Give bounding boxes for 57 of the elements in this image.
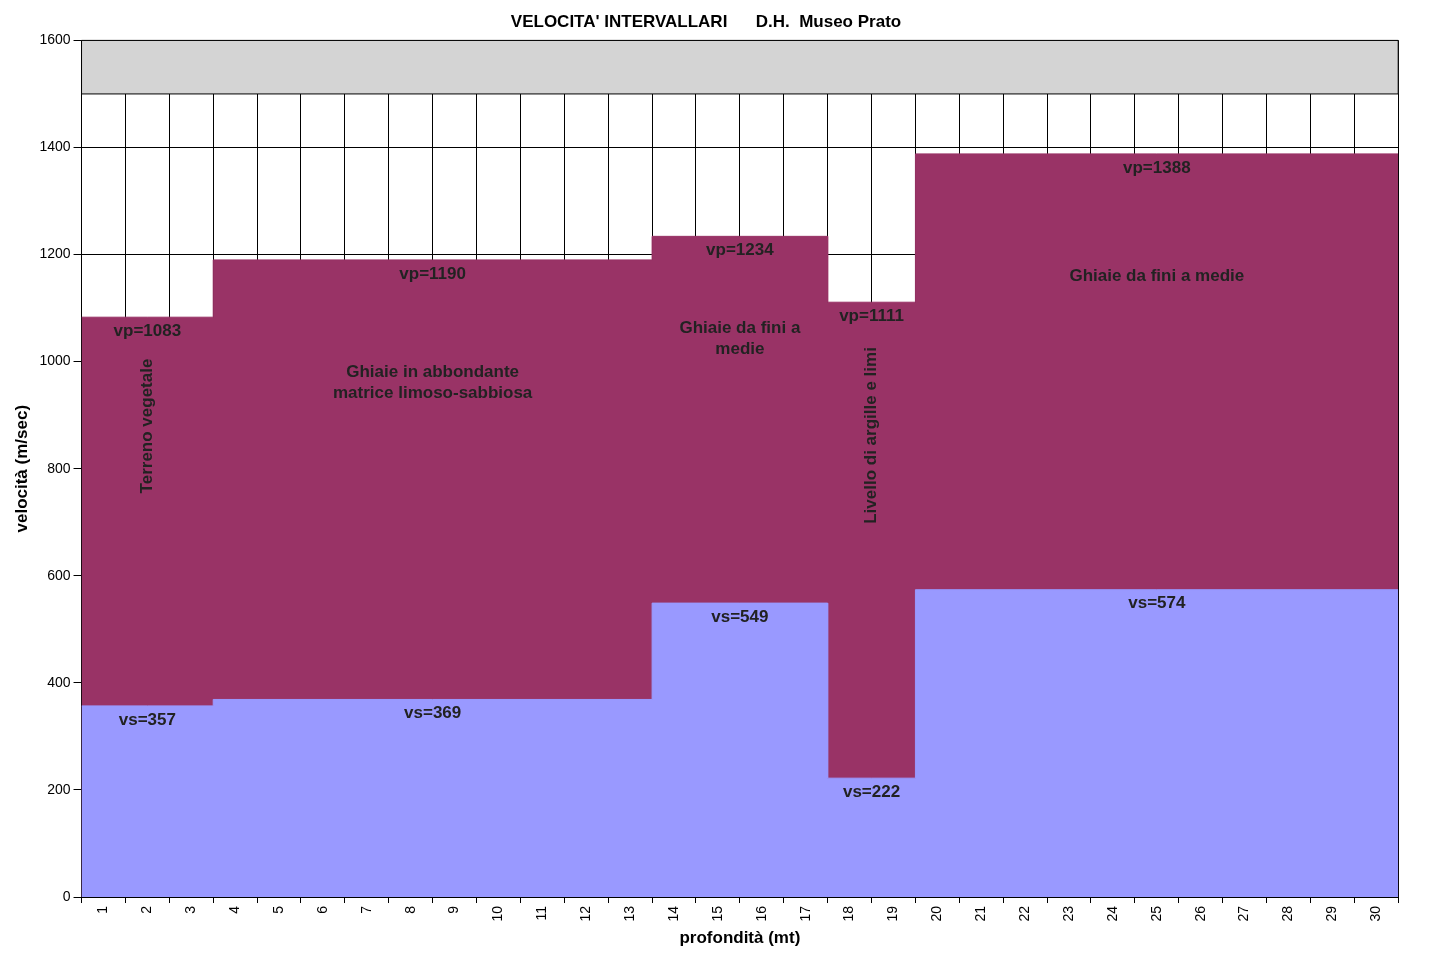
annotation: Ghiaie da fini a medie bbox=[1069, 265, 1245, 285]
x-tick-label: 5 bbox=[269, 905, 286, 914]
x-tick-label: 1 bbox=[94, 905, 111, 914]
x-tick-label: 26 bbox=[1191, 905, 1208, 922]
x-tick-label: 7 bbox=[357, 905, 374, 914]
x-tick-label: 17 bbox=[796, 905, 813, 922]
x-tick-label: 13 bbox=[621, 905, 638, 922]
data-label: vp=1111 bbox=[839, 305, 904, 325]
x-tick-label: 30 bbox=[1367, 905, 1384, 922]
x-tick-label: 27 bbox=[1235, 905, 1252, 922]
y-tick-label: 1000 bbox=[39, 352, 71, 369]
x-tick-label: 9 bbox=[445, 905, 462, 914]
y-tick-label: 1600 bbox=[39, 31, 71, 48]
x-tick-label: 6 bbox=[313, 905, 330, 914]
x-tick-label: 16 bbox=[752, 905, 769, 922]
x-tick-label: 2 bbox=[138, 905, 155, 914]
data-label: vs=369 bbox=[404, 703, 462, 723]
x-tick-label: 28 bbox=[1279, 905, 1296, 922]
x-tick-label: 20 bbox=[928, 905, 945, 922]
x-tick-label: 21 bbox=[972, 905, 989, 922]
data-label: vs=222 bbox=[842, 781, 901, 801]
data-label: vp=1190 bbox=[399, 263, 466, 283]
y-tick-label: 0 bbox=[62, 887, 71, 904]
annotation: Ghiaie in abbondante matrice limoso-sabbiosa bbox=[332, 362, 533, 403]
annotation: Ghiaie da fini a medie bbox=[679, 318, 801, 359]
x-tick-label: 11 bbox=[533, 905, 550, 921]
data-label: vp=1388 bbox=[1123, 157, 1191, 177]
annotation: Livello di argille e limi bbox=[861, 347, 881, 524]
x-tick-label: 14 bbox=[664, 905, 681, 922]
x-tick-label: 23 bbox=[1059, 905, 1076, 922]
x-tick-label: 10 bbox=[489, 905, 506, 922]
x-tick-label: 29 bbox=[1323, 905, 1340, 922]
y-tick-label: 200 bbox=[47, 780, 71, 797]
y-tick-label: 800 bbox=[47, 459, 71, 476]
data-label: vs=549 bbox=[711, 606, 769, 626]
annotation: Terreno vegetale bbox=[137, 358, 157, 494]
data-label: vs=574 bbox=[1128, 593, 1186, 613]
data-label: vp=1234 bbox=[706, 240, 775, 260]
y-tick-label: 1200 bbox=[39, 245, 71, 262]
y-axis-title: velocità (m/sec) bbox=[11, 404, 31, 533]
x-tick-label: 4 bbox=[226, 905, 243, 914]
x-tick-label: 25 bbox=[1147, 905, 1164, 922]
x-tick-label: 18 bbox=[840, 905, 857, 922]
x-tick-label: 19 bbox=[884, 905, 901, 922]
x-tick-label: 12 bbox=[577, 905, 594, 922]
y-tick-label: 400 bbox=[47, 673, 71, 690]
y-tick-label: 1400 bbox=[39, 138, 71, 155]
y-tick-label: 600 bbox=[47, 566, 71, 583]
x-axis-title: profondità (mt) bbox=[679, 928, 801, 948]
x-tick-label: 8 bbox=[401, 905, 418, 914]
x-tick-label: 15 bbox=[708, 905, 725, 922]
x-tick-label: 3 bbox=[182, 905, 199, 914]
x-tick-label: 22 bbox=[1016, 905, 1033, 922]
data-label: vp=1083 bbox=[113, 320, 182, 340]
data-label: vs=357 bbox=[118, 709, 176, 729]
chart-title: VELOCITA' INTERVALLARI D.H. Museo Prato bbox=[510, 11, 902, 31]
x-tick-label: 24 bbox=[1103, 905, 1120, 922]
